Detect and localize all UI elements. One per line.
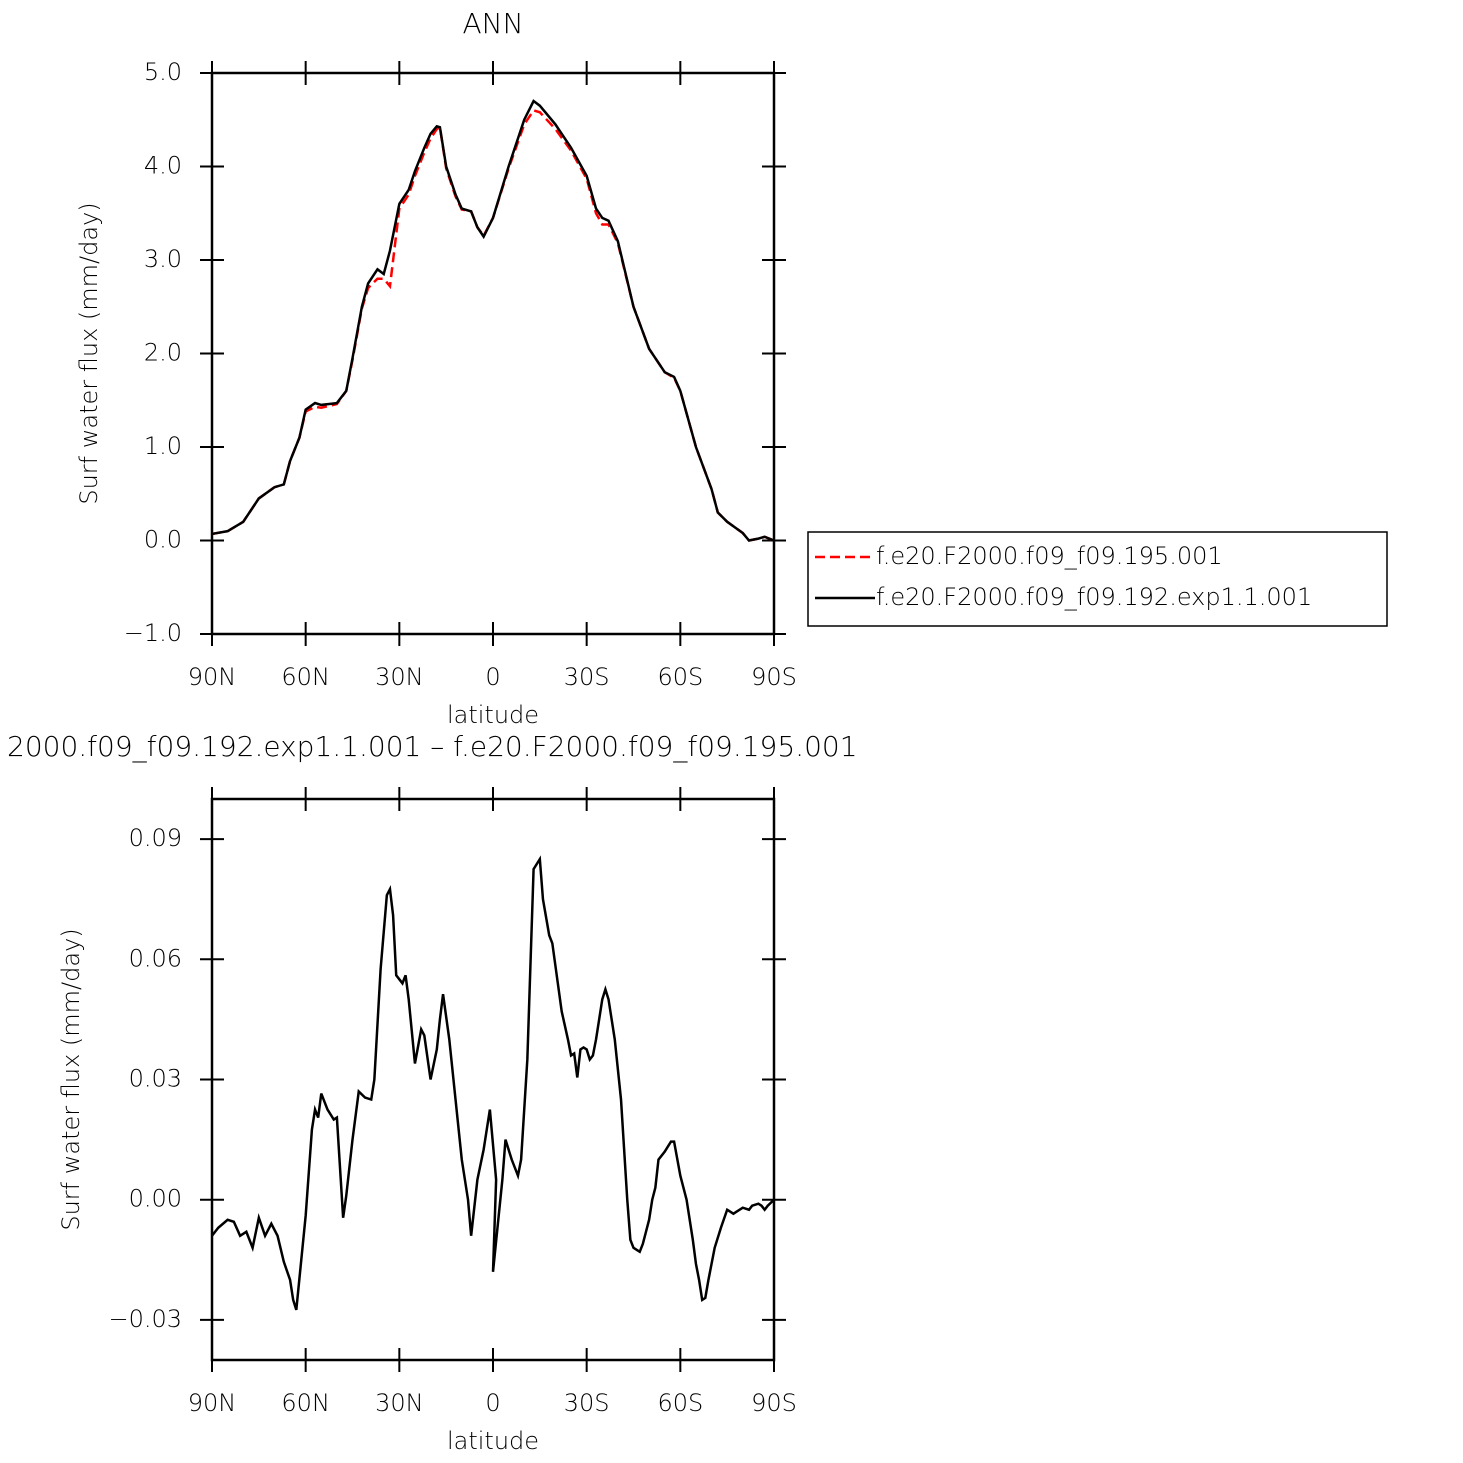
x-tick-label: 0: [485, 663, 500, 691]
x-tick-label: 90N: [188, 1389, 237, 1417]
y-tick-label: −0.03: [108, 1305, 182, 1333]
y-axis-label: Surf water flux (mm/day): [57, 928, 85, 1230]
data-line: [211, 108, 775, 542]
x-tick-label: 60N: [281, 663, 330, 691]
y-axis-label: Surf water flux (mm/day): [75, 202, 103, 504]
legend-label: f.e20.F2000.f09_f09.192.exp1.1.001: [876, 583, 1312, 611]
x-tick-label: 30N: [375, 663, 424, 691]
x-axis-label: latitude: [447, 1427, 539, 1455]
x-tick-label: 30N: [375, 1389, 424, 1417]
y-tick-label: 1.0: [144, 432, 182, 460]
x-tick-label: 60N: [281, 1389, 330, 1417]
legend-label: f.e20.F2000.f09_f09.195.001: [876, 542, 1223, 570]
plot-frame: [210, 71, 776, 636]
y-tick-label: 5.0: [144, 58, 182, 86]
x-tick-label: 0: [485, 1389, 500, 1417]
x-tick-label: 60S: [657, 1389, 703, 1417]
legend-box: [807, 531, 1388, 627]
x-tick-label: 90S: [751, 663, 797, 691]
y-tick-label: 0.00: [129, 1185, 182, 1213]
y-tick-label: 0.0: [144, 526, 182, 554]
chart-title: 2000.f09_f09.192.exp1.1.001 – f.e20.F200…: [7, 730, 858, 764]
y-tick-label: −1.0: [124, 619, 182, 647]
y-tick-label: 0.06: [129, 944, 182, 972]
x-tick-label: 30S: [564, 663, 610, 691]
y-tick-label: 0.03: [129, 1065, 182, 1093]
y-tick-label: 3.0: [144, 245, 182, 273]
x-axis-label: latitude: [447, 701, 539, 729]
y-tick-label: 0.09: [129, 824, 182, 852]
plot-frame: [210, 797, 776, 1362]
chart-title: ANN: [462, 7, 523, 40]
y-tick-label: 2.0: [144, 339, 182, 367]
x-tick-label: 30S: [564, 1389, 610, 1417]
data-line: [211, 855, 775, 1311]
data-line: [211, 99, 775, 542]
x-tick-label: 90S: [751, 1389, 797, 1417]
x-tick-label: 60S: [657, 663, 703, 691]
y-tick-label: 4.0: [144, 152, 182, 180]
x-tick-label: 90N: [188, 663, 237, 691]
